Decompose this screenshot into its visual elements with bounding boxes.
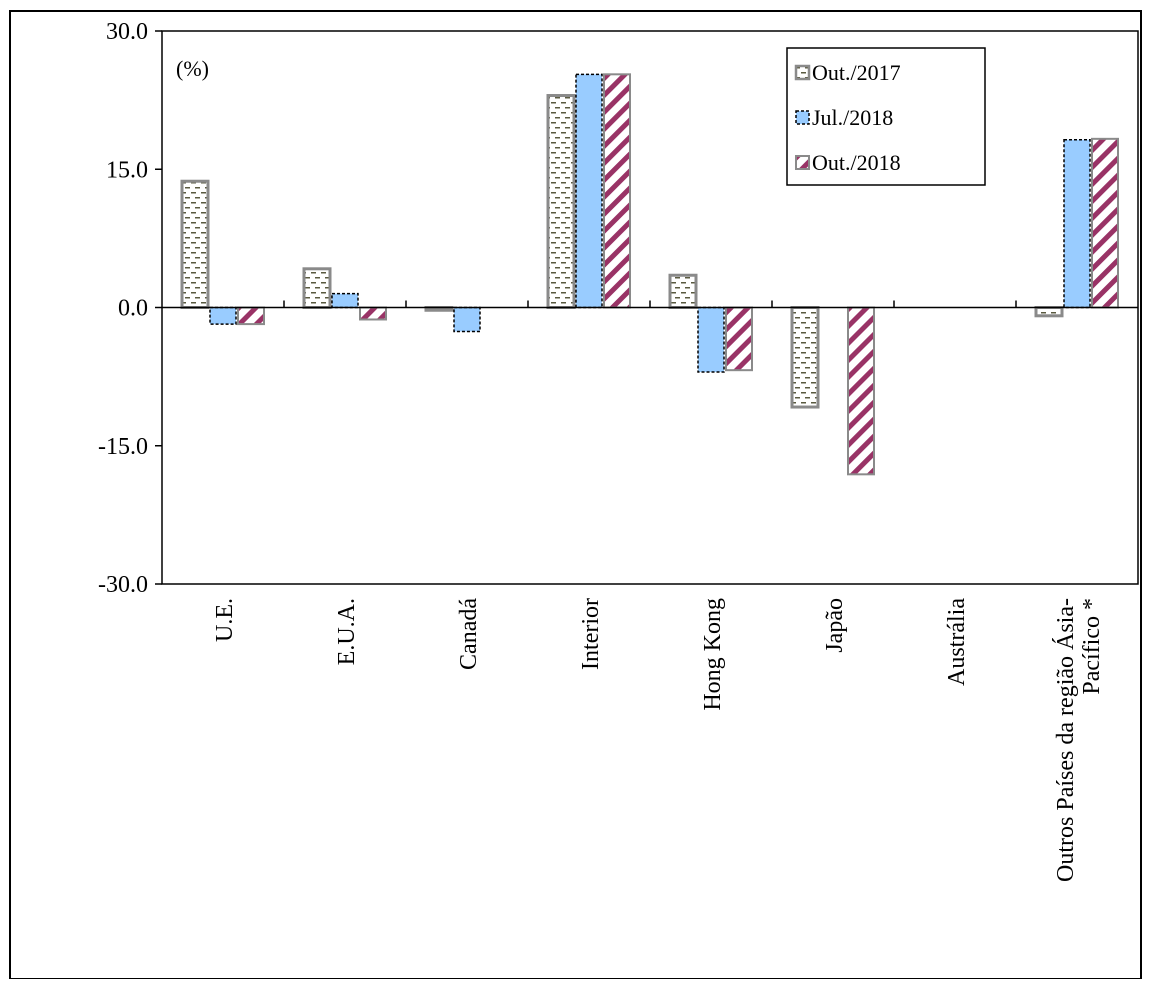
bar-out-2018-japao bbox=[847, 306, 875, 476]
legend-item-out-2018: Out./2018 bbox=[795, 150, 901, 175]
x-tick-label-hong-kong: Hong Kong bbox=[700, 598, 726, 711]
legend-box bbox=[786, 47, 986, 186]
legend-swatch-jul-2018 bbox=[795, 110, 810, 125]
unit-label: (%) bbox=[176, 56, 209, 81]
legend-label-out-2018: Out./2018 bbox=[812, 150, 901, 175]
bar-jul-2018-hong-kong bbox=[697, 306, 725, 373]
bar-out-2018-outros-paises-da-regiao-asia-pacifico bbox=[1091, 137, 1119, 309]
bar-out-2017-hong-kong bbox=[668, 273, 698, 310]
bar-out-2017-interior bbox=[546, 94, 576, 310]
legend: Out./2017 Jul./2018 Out./2018 bbox=[786, 47, 986, 186]
legend-item-jul-2018: Jul./2018 bbox=[795, 105, 893, 130]
bar-out-2017-u-e bbox=[180, 179, 210, 310]
y-tick-label: 15.0 bbox=[106, 157, 148, 183]
legend-swatch-out-2017 bbox=[794, 64, 811, 81]
bar-jul-2018-outros-paises-da-regiao-asia-pacifico bbox=[1063, 139, 1091, 309]
x-tick-label-outros-paises-da-regiao-asia-pacifico: Pacífico * bbox=[1079, 598, 1105, 695]
legend-label-jul-2018: Jul./2018 bbox=[812, 105, 893, 130]
x-axis-labels: U.E. E.U.A. Canadá Interior Hong Kong Japão Au… bbox=[212, 300, 1105, 882]
bar-jul-2018-e-u-a bbox=[331, 292, 359, 309]
legend-item-out-2017: Out./2017 bbox=[794, 60, 901, 85]
x-tick-label-canada: Canadá bbox=[456, 598, 482, 670]
x-tick-label-e-u-a: E.U.A. bbox=[334, 598, 360, 665]
x-tick-label-outros-paises-da-regiao-asia-pacifico: Outros Países da região Ásia- bbox=[1053, 598, 1079, 882]
x-tick-label-interior: Interior bbox=[578, 598, 604, 670]
bar-out-2018-u-e bbox=[237, 306, 265, 326]
bar-out-2017-e-u-a bbox=[302, 267, 332, 310]
bar-out-2018-e-u-a bbox=[359, 306, 387, 321]
bar-out-2017-japao bbox=[790, 306, 820, 409]
legend-label-out-2017: Out./2017 bbox=[812, 60, 901, 85]
bar-out-2018-hong-kong bbox=[725, 306, 753, 372]
y-tick-label: -15.0 bbox=[98, 434, 148, 460]
y-tick-label: 30.0 bbox=[106, 19, 148, 45]
bar-jul-2018-interior bbox=[575, 73, 603, 309]
y-tick-label: -30.0 bbox=[98, 572, 148, 598]
legend-swatch-out-2018 bbox=[795, 155, 810, 170]
bar-jul-2018-canada bbox=[453, 306, 481, 333]
y-axis: 30.0 15.0 0.0 -15.0 -30.0 bbox=[98, 19, 162, 598]
bar-out-2018-interior bbox=[603, 73, 631, 309]
y-tick-label: 0.0 bbox=[118, 296, 148, 322]
x-tick-label-u-e: U.E. bbox=[212, 598, 238, 642]
x-tick-label-japao: Japão bbox=[822, 598, 848, 653]
x-tick-label-australia: Austrália bbox=[944, 598, 970, 686]
bar-jul-2018-u-e bbox=[209, 306, 237, 325]
bar-out-2017-outros-paises-da-regiao-asia-pacifico bbox=[1034, 306, 1064, 318]
